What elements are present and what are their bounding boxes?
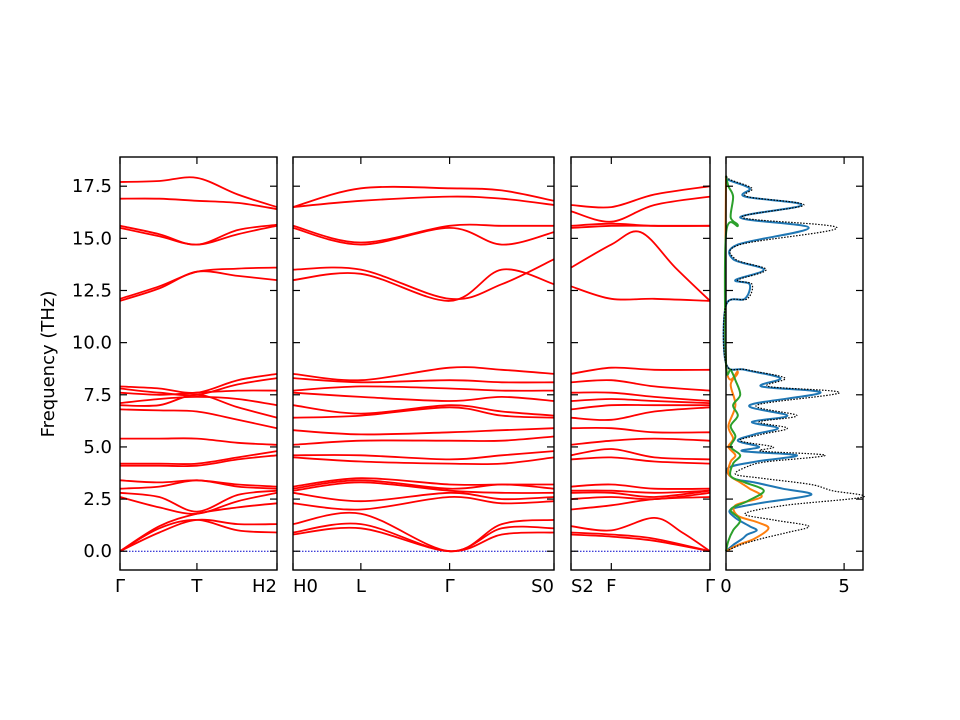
band-line [119, 518, 278, 552]
band-line [120, 454, 278, 468]
band-line [119, 377, 278, 397]
band-line [119, 479, 278, 488]
y-tick-label: 0.0 [83, 541, 112, 562]
band-line [119, 502, 278, 552]
band-line [570, 437, 711, 446]
band-line [292, 496, 555, 511]
high-symmetry-label: H0 [293, 576, 318, 597]
band-line [570, 379, 711, 392]
band-line [292, 491, 555, 503]
high-symmetry-label: Γ [445, 576, 455, 597]
band-line [570, 222, 711, 227]
band-line [292, 406, 555, 419]
band-line [119, 224, 278, 246]
y-tick-label: 10.0 [72, 333, 112, 354]
band-line [570, 426, 711, 434]
band-line [119, 176, 278, 208]
band-line [119, 395, 278, 407]
band-line [292, 258, 555, 301]
band-line [119, 270, 278, 302]
dos-curve [723, 175, 765, 552]
band-line [570, 398, 711, 404]
high-symmetry-label: T [190, 576, 203, 597]
band-line [119, 489, 278, 513]
dos-x-tick-label: 0 [720, 576, 731, 597]
y-tick-label: 12.5 [72, 280, 112, 301]
band-line [292, 385, 555, 392]
band-line [119, 266, 278, 300]
band-line [570, 406, 711, 421]
high-symmetry-label: S2 [571, 576, 594, 597]
band-line [570, 230, 711, 302]
band-line [119, 373, 278, 394]
dos-curve [724, 175, 770, 553]
band-line [292, 450, 555, 461]
band-line [570, 195, 711, 223]
high-symmetry-label: H2 [252, 576, 277, 597]
high-symmetry-label: L [356, 576, 366, 597]
band-line [570, 533, 711, 553]
band-line [292, 526, 555, 553]
band-line [570, 448, 711, 461]
band-line [570, 456, 711, 465]
band-line [570, 496, 711, 511]
band-line [570, 516, 711, 552]
band-line [292, 366, 555, 382]
dos-curve [722, 175, 865, 552]
band-line [292, 511, 555, 553]
band-panel-frame [570, 156, 711, 571]
band-line [292, 435, 555, 446]
band-line [570, 403, 710, 411]
band-line [292, 226, 555, 246]
high-symmetry-label: F [606, 576, 616, 597]
band-line [292, 268, 555, 302]
band-line [292, 377, 555, 384]
y-tick-label: 2.5 [83, 489, 112, 510]
band-panel-frame [292, 156, 555, 571]
band-line [120, 437, 278, 446]
band-line [570, 531, 711, 553]
band-line [570, 285, 711, 302]
band-line [292, 223, 554, 244]
dos-curve [722, 175, 822, 552]
band-line [119, 197, 278, 210]
dos-x-tick-label: 5 [838, 576, 849, 597]
band-line [119, 408, 278, 430]
high-symmetry-label: Γ [115, 576, 125, 597]
band-line [119, 450, 278, 465]
band-line [570, 489, 711, 498]
band-line [570, 185, 711, 209]
band-panel-frame [119, 156, 278, 571]
band-line [570, 491, 711, 501]
band-line [292, 427, 555, 436]
y-tick-label: 15.0 [72, 228, 112, 249]
band-line [292, 404, 555, 417]
band-line [570, 483, 711, 490]
band-line [570, 489, 711, 494]
band-line [292, 456, 555, 466]
band-line [292, 522, 555, 553]
high-symmetry-label: S0 [531, 576, 554, 597]
band-line [119, 223, 278, 246]
band-line [292, 195, 555, 208]
band-line [292, 391, 555, 402]
y-tick-label: 7.5 [83, 385, 112, 406]
y-tick-label: 5.0 [83, 437, 112, 458]
band-line [292, 185, 555, 208]
band-line [570, 366, 711, 375]
band-line [292, 481, 555, 494]
high-symmetry-label: Γ [705, 576, 715, 597]
dos-panel-frame [725, 156, 864, 571]
band-line [119, 393, 278, 419]
band-line [570, 391, 711, 402]
band-line [119, 491, 278, 515]
band-line [292, 477, 554, 488]
y-axis-label: Frequency (THz) [38, 291, 59, 438]
y-tick-label: 17.5 [72, 176, 112, 197]
